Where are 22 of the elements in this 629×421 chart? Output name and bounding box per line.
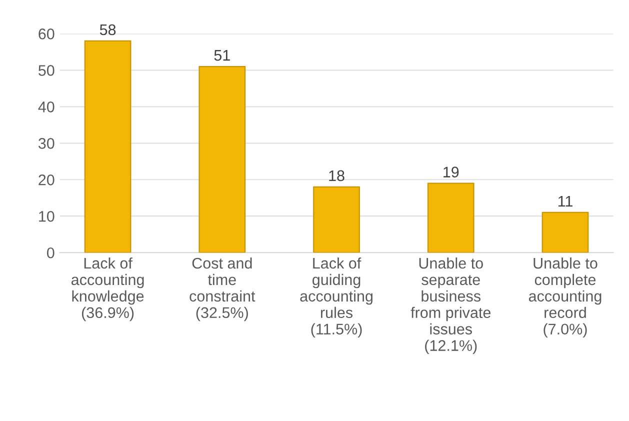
- data-label: 18: [329, 170, 344, 182]
- bar: [84, 40, 132, 253]
- y-tick-label: 10: [39, 210, 54, 222]
- bar: [313, 186, 360, 253]
- x-tick-label: Lack of accounting knowledge (36.9%): [71, 257, 144, 322]
- x-tick-label: Unable to separate business from private issues (12.1%): [410, 257, 491, 354]
- x-tick-label: Cost and time constraint (32.5%): [190, 257, 256, 322]
- data-label: 11: [558, 196, 572, 207]
- y-tick-label: 50: [38, 65, 54, 76]
- y-tick-label: 40: [38, 102, 54, 112]
- bar: [542, 212, 589, 253]
- y-tick-label: 60: [38, 28, 54, 40]
- x-tick-label: Lack of guiding accounting rules (11.5%): [300, 257, 372, 338]
- data-label: 58: [100, 24, 116, 36]
- data-label: 19: [444, 166, 459, 178]
- y-tick-label: 20: [38, 174, 54, 186]
- y-tick-label: 30: [38, 138, 54, 149]
- data-label: 51: [214, 50, 230, 61]
- y-tick-label: 0: [46, 247, 54, 258]
- bar: [427, 182, 474, 253]
- x-tick-label: Unable to complete accounting record (7.0%): [528, 257, 602, 338]
- bar: [198, 66, 246, 253]
